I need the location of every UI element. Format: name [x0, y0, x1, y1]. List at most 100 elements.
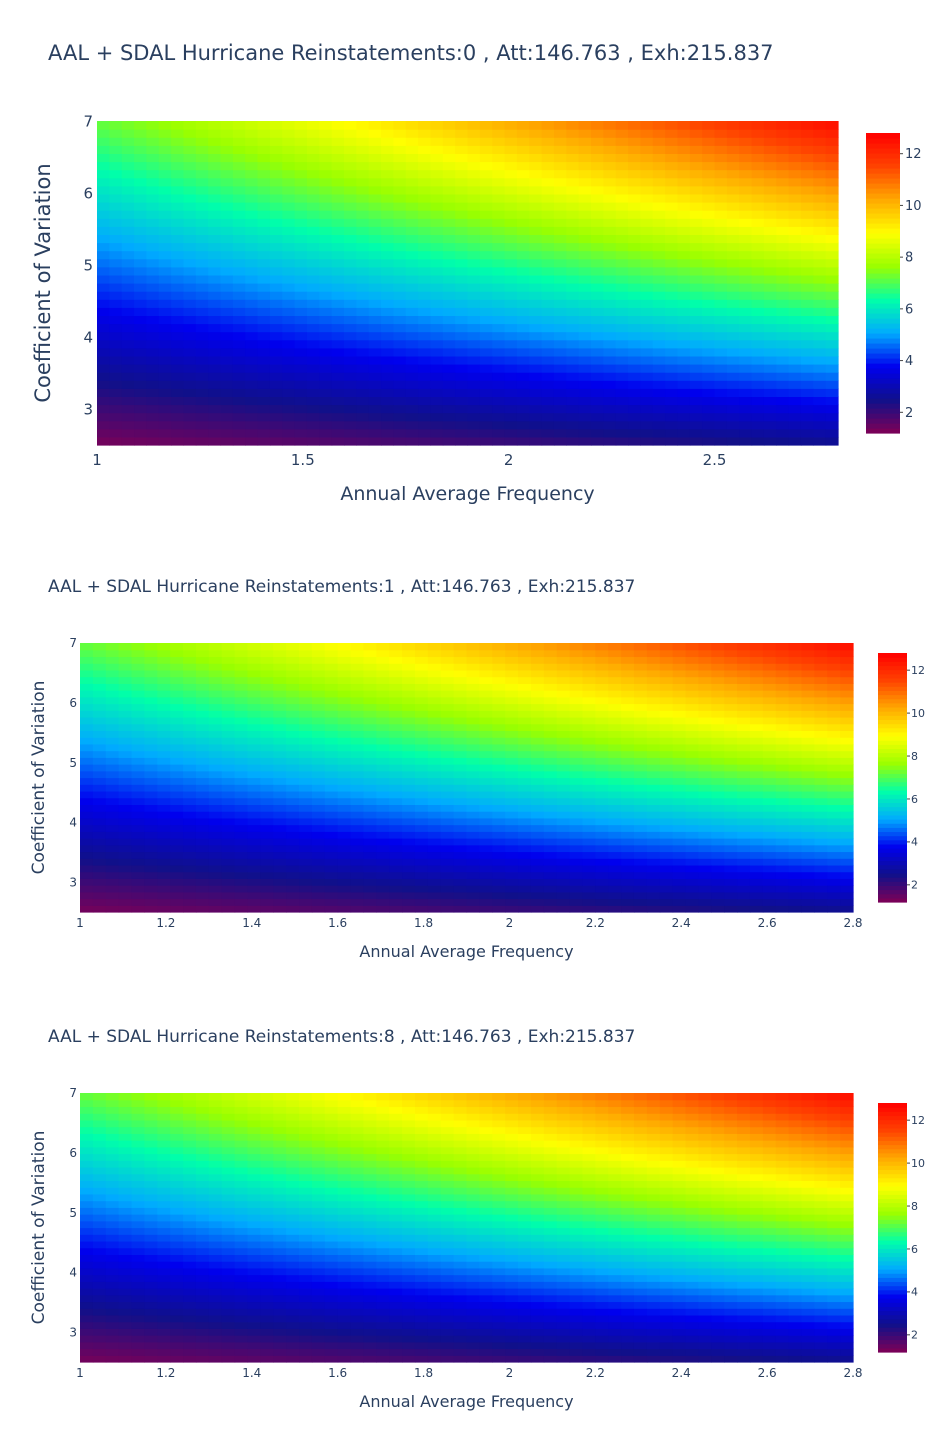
heatmap-cell: [543, 905, 558, 913]
heatmap-cell: [724, 683, 738, 691]
heatmap-cell: [479, 177, 493, 187]
heatmap-cell: [131, 737, 146, 745]
heatmap-cell: [319, 258, 333, 268]
heatmap-cell: [331, 291, 345, 300]
heatmap-cell: [518, 656, 532, 664]
heatmap-cell: [171, 372, 185, 381]
heatmap-cell: [221, 817, 236, 826]
heatmap-cell: [775, 683, 790, 691]
heatmap-cell: [286, 723, 300, 732]
heatmap-cell: [516, 331, 530, 341]
heatmap-cell: [569, 750, 584, 758]
heatmap-cell: [672, 676, 687, 684]
heatmap-cell: [376, 656, 390, 664]
colorbar-segment: [866, 308, 900, 314]
heatmap-cell: [183, 145, 197, 154]
heatmap-cell: [582, 696, 596, 705]
heatmap-cell: [311, 730, 326, 738]
heatmap-cell: [324, 770, 339, 779]
heatmap-cell: [813, 177, 827, 187]
heatmap-cell: [430, 307, 444, 316]
heatmap-cell: [672, 656, 687, 664]
heatmap-cell: [393, 234, 407, 244]
heatmap-cell: [814, 770, 828, 779]
heatmap-cell: [621, 723, 635, 732]
heatmap-cell: [427, 817, 442, 826]
heatmap-cell: [121, 428, 135, 438]
heatmap-cell: [195, 218, 209, 227]
heatmap-cell: [652, 355, 666, 365]
heatmap-cell: [467, 355, 481, 365]
heatmap-cell: [430, 185, 444, 195]
heatmap-cell: [257, 331, 271, 341]
heatmap-cell: [739, 307, 753, 316]
heatmap-cell: [698, 838, 712, 846]
heatmap-cell: [775, 696, 790, 705]
heatmap-cell: [97, 137, 110, 146]
colorbar-segment: [878, 777, 907, 783]
heatmap-cell: [121, 258, 135, 268]
heatmap-cell: [788, 804, 803, 812]
heatmap-cell: [195, 436, 209, 446]
heatmap-cell: [621, 905, 635, 913]
heatmap-cell: [157, 723, 171, 732]
heatmap-cell: [208, 153, 222, 163]
heatmap-cell: [762, 811, 777, 819]
heatmap-cell: [232, 274, 246, 284]
heatmap-cell: [455, 404, 469, 414]
heatmap-cell: [492, 331, 506, 341]
heatmap-cell: [591, 428, 604, 438]
heatmap-cell: [698, 743, 712, 752]
heatmap-cell: [131, 817, 146, 826]
heatmap-cell: [569, 683, 584, 691]
heatmap-cell: [311, 898, 326, 906]
heatmap-cell: [763, 202, 777, 211]
heatmap-cell: [751, 218, 765, 227]
heatmap-cell: [183, 274, 197, 284]
heatmap-cell: [543, 784, 558, 792]
heatmap-cell: [146, 145, 160, 154]
heatmap-cell: [118, 878, 133, 886]
heatmap-cell: [269, 161, 283, 171]
heatmap-cell: [319, 364, 333, 373]
heatmap-cell: [724, 844, 738, 853]
heatmap-cell: [376, 716, 390, 725]
heatmap-cell: [640, 364, 654, 373]
heatmap-cell: [282, 202, 296, 211]
heatmap-cell: [553, 193, 567, 203]
heatmap-cell: [405, 145, 419, 154]
heatmap-cell: [628, 250, 641, 260]
heatmap-cell: [827, 710, 841, 718]
heatmap-cell: [402, 663, 416, 671]
heatmap-cell: [466, 696, 480, 705]
heatmap-cell: [405, 331, 419, 341]
heatmap-cell: [595, 723, 609, 732]
heatmap-cell: [553, 291, 567, 300]
heatmap-cell: [556, 851, 571, 859]
colorbar-tick-label: 10: [905, 199, 922, 214]
heatmap-cell: [814, 804, 828, 812]
heatmap-cell: [566, 210, 580, 219]
heatmap-cell: [171, 250, 185, 260]
heatmap-cell: [628, 364, 641, 373]
heatmap-cell: [158, 315, 172, 325]
heatmap-cell: [556, 891, 571, 900]
heatmap-cell: [726, 137, 740, 146]
heatmap-cell: [479, 770, 493, 779]
heatmap-cell: [393, 129, 407, 138]
heatmap-cell: [724, 730, 738, 738]
heatmap-cell: [170, 784, 184, 792]
heatmap-cell: [80, 1281, 94, 1289]
heatmap-cell: [800, 315, 814, 325]
heatmap-cell: [814, 811, 828, 819]
heatmap-cell: [368, 218, 382, 227]
heatmap-cell: [220, 396, 234, 406]
heatmap-cell: [813, 121, 827, 130]
heatmap-cell: [492, 315, 506, 325]
heatmap-cell: [131, 649, 146, 658]
heatmap-cell: [801, 844, 815, 853]
heatmap-cell: [440, 878, 455, 886]
heatmap-cell: [350, 643, 365, 651]
heatmap-cell: [566, 226, 580, 235]
heatmap-cell: [286, 649, 300, 658]
